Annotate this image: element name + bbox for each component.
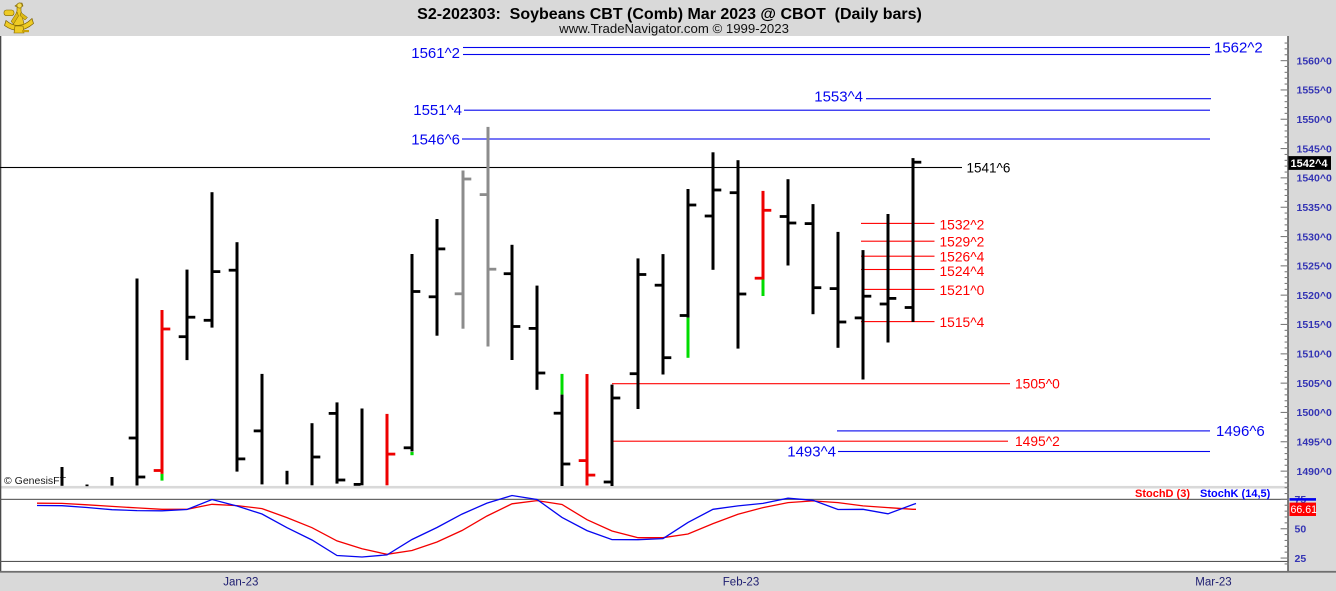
- svg-text:Feb-23: Feb-23: [723, 576, 759, 588]
- svg-text:1495^0: 1495^0: [1297, 437, 1332, 449]
- svg-text:1510^0: 1510^0: [1297, 349, 1332, 361]
- svg-text:1542^4: 1542^4: [1291, 158, 1329, 170]
- svg-text:1555^0: 1555^0: [1297, 85, 1332, 97]
- svg-text:66.61: 66.61: [1291, 504, 1318, 516]
- svg-text:1496^6: 1496^6: [1216, 423, 1265, 440]
- svg-text:1540^0: 1540^0: [1297, 173, 1332, 185]
- svg-text:1515^4: 1515^4: [940, 315, 985, 330]
- svg-text:1490^0: 1490^0: [1297, 466, 1332, 478]
- svg-text:© GenesisFT: © GenesisFT: [4, 475, 67, 487]
- svg-text:1551^4: 1551^4: [413, 102, 462, 119]
- svg-text:1560^0: 1560^0: [1297, 55, 1332, 67]
- svg-text:1529^2: 1529^2: [940, 234, 985, 249]
- svg-text:Jan-23: Jan-23: [223, 576, 258, 588]
- svg-text:1505^0: 1505^0: [1297, 378, 1332, 390]
- svg-text:StochD (3): StochD (3): [1135, 488, 1190, 500]
- svg-text:StochK (14,5): StochK (14,5): [1200, 488, 1271, 500]
- svg-text:1500^0: 1500^0: [1297, 407, 1332, 419]
- svg-text:1546^6: 1546^6: [411, 132, 460, 149]
- svg-text:1532^2: 1532^2: [940, 217, 985, 232]
- svg-text:1505^0: 1505^0: [1015, 376, 1060, 391]
- svg-text:1515^0: 1515^0: [1297, 319, 1332, 331]
- svg-text:Mar-23: Mar-23: [1195, 576, 1231, 588]
- svg-text:1541^6: 1541^6: [967, 161, 1011, 176]
- svg-text:1561^2: 1561^2: [411, 45, 460, 62]
- svg-text:1520^0: 1520^0: [1297, 290, 1332, 302]
- svg-text:1530^0: 1530^0: [1297, 231, 1332, 243]
- svg-text:1545^0: 1545^0: [1297, 143, 1332, 155]
- svg-text:www.TradeNavigator.com © 1999-: www.TradeNavigator.com © 1999-2023: [558, 21, 789, 36]
- svg-text:1495^2: 1495^2: [1015, 434, 1060, 449]
- svg-text:1524^4: 1524^4: [940, 264, 985, 279]
- svg-text:1535^0: 1535^0: [1297, 202, 1332, 214]
- svg-text:1550^0: 1550^0: [1297, 114, 1332, 126]
- svg-text:1493^4: 1493^4: [787, 444, 836, 461]
- svg-text:50: 50: [1295, 523, 1307, 535]
- svg-text:1525^0: 1525^0: [1297, 261, 1332, 273]
- svg-text:S2-202303: Soybeans CBT (Comb: S2-202303: Soybeans CBT (Comb) Mar 2023 …: [417, 6, 922, 23]
- svg-text:1562^2: 1562^2: [1214, 40, 1263, 57]
- svg-text:1553^4: 1553^4: [814, 89, 863, 106]
- svg-text:1526^4: 1526^4: [940, 250, 985, 265]
- svg-text:1521^0: 1521^0: [940, 283, 985, 298]
- svg-text:25: 25: [1295, 553, 1307, 565]
